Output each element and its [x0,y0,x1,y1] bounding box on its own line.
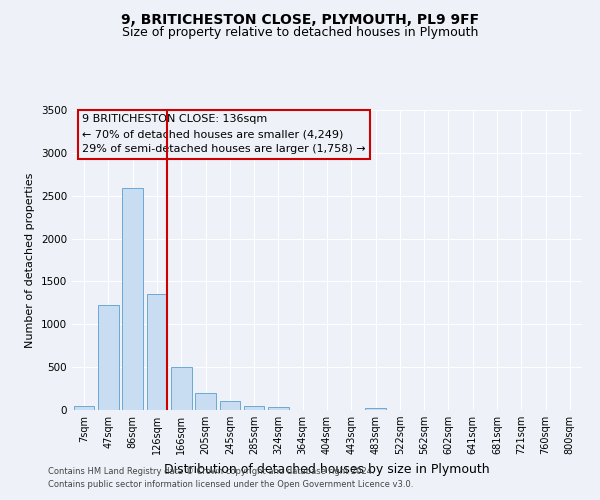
Bar [195,393,216,410]
Bar [98,304,119,410]
Bar [365,408,386,410]
Bar [220,400,240,410]
Bar [171,367,191,410]
Bar [122,188,143,410]
Bar [74,406,94,410]
X-axis label: Distribution of detached houses by size in Plymouth: Distribution of detached houses by size … [164,462,490,475]
Text: Size of property relative to detached houses in Plymouth: Size of property relative to detached ho… [122,26,478,39]
Text: Contains HM Land Registry data © Crown copyright and database right 2024.: Contains HM Land Registry data © Crown c… [48,467,374,476]
Bar [244,406,265,410]
Text: 9, BRITICHESTON CLOSE, PLYMOUTH, PL9 9FF: 9, BRITICHESTON CLOSE, PLYMOUTH, PL9 9FF [121,12,479,26]
Text: 9 BRITICHESTON CLOSE: 136sqm
← 70% of detached houses are smaller (4,249)
29% of: 9 BRITICHESTON CLOSE: 136sqm ← 70% of de… [82,114,366,154]
Y-axis label: Number of detached properties: Number of detached properties [25,172,35,348]
Bar [146,294,167,410]
Bar [268,408,289,410]
Text: Contains public sector information licensed under the Open Government Licence v3: Contains public sector information licen… [48,480,413,489]
